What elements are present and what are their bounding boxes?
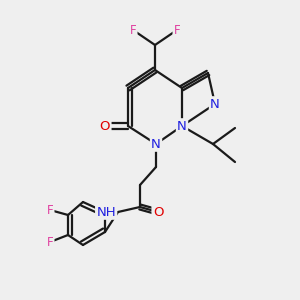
Text: F: F xyxy=(174,23,180,37)
Text: F: F xyxy=(47,203,53,217)
Text: F: F xyxy=(130,23,136,37)
Text: O: O xyxy=(153,206,163,218)
Text: O: O xyxy=(100,119,110,133)
Text: N: N xyxy=(151,137,161,151)
Text: NH: NH xyxy=(96,206,116,218)
Text: N: N xyxy=(210,98,220,110)
Text: N: N xyxy=(177,119,187,133)
Text: F: F xyxy=(47,236,53,248)
